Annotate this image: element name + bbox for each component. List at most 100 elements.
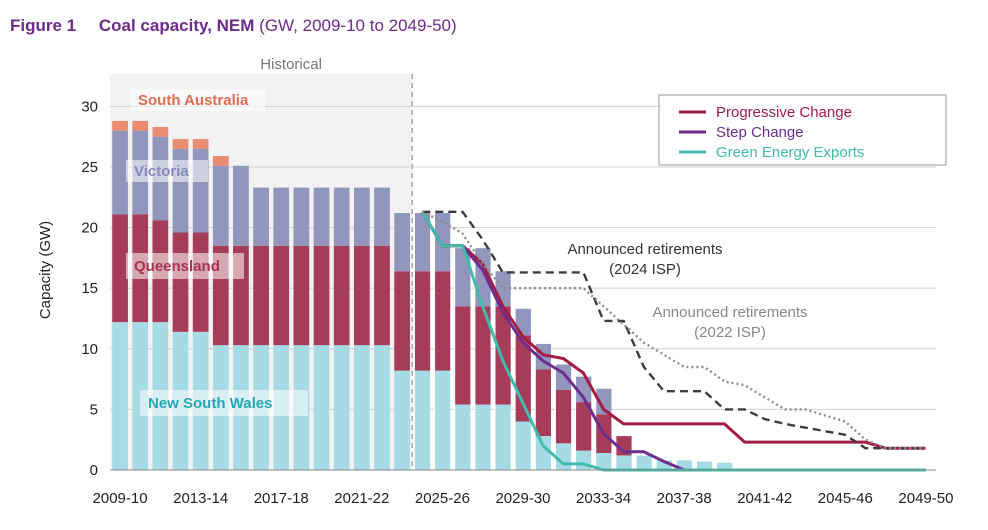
bar-qld	[454, 306, 471, 405]
bar-qld	[253, 245, 269, 346]
x-tick-label: 2037-38	[657, 490, 712, 507]
bar-qld	[273, 245, 290, 346]
bar-nsw	[434, 370, 451, 470]
legend-label-progressive: Progressive Change	[716, 104, 852, 121]
legend-box	[658, 94, 947, 166]
annotation-ann2022-line2: (2022 ISP)	[694, 324, 766, 341]
y-tick-label: 15	[81, 280, 98, 297]
scenario-lines	[421, 210, 926, 472]
historical-label: Historical	[260, 56, 322, 73]
x-tick-label: 2013-14	[173, 490, 228, 507]
bar-qld	[414, 271, 431, 371]
bar-qld	[394, 271, 410, 371]
y-tick-label: 20	[81, 220, 98, 237]
y-tick-label: 30	[81, 98, 98, 115]
x-tick-label: 2017-18	[254, 490, 309, 507]
bar-qld	[112, 214, 128, 323]
bar-nsw	[535, 436, 552, 470]
x-tick-label: 2049-50	[898, 490, 953, 507]
bar-qld	[575, 402, 592, 451]
bar-vic	[434, 213, 451, 272]
bar-qld	[333, 245, 350, 346]
line-ann2024	[422, 210, 926, 450]
bar-qld	[293, 245, 310, 346]
bar-nsw	[716, 462, 733, 470]
bar-vic	[353, 187, 370, 246]
figure-main-title: Coal capacity, NEM	[98, 16, 255, 35]
bar-nsw	[615, 455, 632, 470]
bar-vic	[273, 187, 290, 246]
bar-vic	[313, 187, 330, 246]
region-label-qld: Queensland	[134, 258, 220, 275]
bar-qld	[172, 232, 189, 332]
bar-qld	[474, 306, 491, 405]
x-tick-label: 2033-34	[576, 490, 631, 507]
bar-sa	[192, 139, 209, 149]
label-box	[126, 160, 208, 182]
bar-nsw	[454, 404, 471, 470]
label-box	[130, 89, 265, 111]
figure-number: Figure 1	[10, 16, 77, 35]
bar-vic	[515, 308, 531, 336]
bar-sa	[152, 126, 169, 137]
x-tick-label: 2021-22	[334, 490, 389, 507]
bar-vic	[454, 248, 471, 307]
annotation-ann2024-line2: (2024 ISP)	[609, 261, 681, 278]
line-progressive	[421, 211, 926, 450]
bar-vic	[233, 165, 249, 246]
bar-nsw	[333, 345, 350, 470]
bar-qld	[515, 335, 531, 422]
region-label-vic: Victoria	[134, 163, 189, 180]
y-tick-label: 5	[90, 401, 98, 418]
legend: Progressive Change Step Change Green Energ…	[658, 94, 947, 166]
bar-nsw	[515, 421, 531, 470]
bar-qld	[374, 245, 390, 346]
bar-nsw	[414, 370, 431, 470]
bar-nsw	[474, 404, 491, 470]
figure-title: Figure 1 Coal capacity, NEM (GW, 2009-10…	[10, 16, 457, 36]
x-tick-label: 2029-30	[495, 490, 550, 507]
bar-vic	[595, 388, 612, 415]
legend-label-step: Step Change	[716, 124, 804, 141]
bar-sa	[212, 156, 229, 166]
line-green	[421, 211, 926, 472]
bar-vic	[333, 187, 350, 246]
bar-sa	[132, 120, 149, 131]
bar-vic	[212, 165, 229, 246]
bar-vic	[253, 187, 269, 246]
bar-nsw	[696, 461, 713, 470]
line-step	[421, 211, 926, 472]
figure-subtitle: (GW, 2009-10 to 2049-50)	[259, 16, 457, 35]
y-tick-label: 0	[90, 462, 98, 479]
bar-vic	[112, 130, 128, 215]
bar-nsw	[676, 460, 693, 470]
line-ann2022	[421, 210, 926, 450]
annotation-ann2024-line1: Announced retirements	[567, 241, 722, 258]
bar-vic	[394, 213, 410, 272]
bar-nsw	[112, 322, 128, 470]
annotation-ann2022-line1: Announced retirements	[652, 304, 807, 321]
bar-vic	[414, 213, 431, 272]
axes: 0 5 10 15 20 25 30 Capacity (GW) 2009-10 2013-14 2…	[37, 98, 953, 507]
bar-nsw	[595, 453, 612, 470]
x-tick-label: 2009-10	[93, 490, 148, 507]
bar-nsw	[555, 443, 572, 470]
region-label-sa: South Australia	[138, 92, 249, 109]
bar-nsw	[374, 345, 390, 470]
bar-nsw	[636, 455, 652, 470]
label-box	[126, 253, 244, 279]
region-label-nsw: New South Wales	[148, 395, 272, 412]
bar-nsw	[494, 404, 511, 470]
bar-qld	[494, 306, 511, 405]
bar-vic	[374, 187, 390, 246]
bar-qld	[192, 232, 209, 332]
bar-sa	[112, 120, 128, 131]
y-tick-label: 25	[81, 159, 98, 176]
annotations: Announced retirements (2024 ISP) Announced…	[567, 241, 807, 341]
bar-nsw	[656, 460, 672, 470]
x-tick-label: 2041-42	[737, 490, 792, 507]
bar-nsw	[353, 345, 370, 470]
x-tick-label: 2025-26	[415, 490, 470, 507]
